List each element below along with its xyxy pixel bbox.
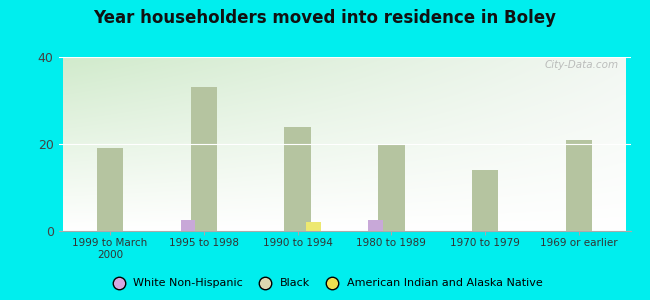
- Bar: [566, 140, 592, 231]
- Bar: [285, 127, 311, 231]
- Text: City-Data.com: City-Data.com: [545, 61, 619, 70]
- Legend: White Non-Hispanic, Black, American Indian and Alaska Native: White Non-Hispanic, Black, American Indi…: [103, 274, 547, 293]
- Bar: [378, 144, 404, 231]
- Bar: [369, 220, 383, 231]
- Bar: [306, 222, 320, 231]
- Bar: [472, 170, 499, 231]
- Bar: [97, 148, 124, 231]
- Bar: [190, 88, 217, 231]
- Text: Year householders moved into residence in Boley: Year householders moved into residence i…: [94, 9, 556, 27]
- Bar: [181, 220, 195, 231]
